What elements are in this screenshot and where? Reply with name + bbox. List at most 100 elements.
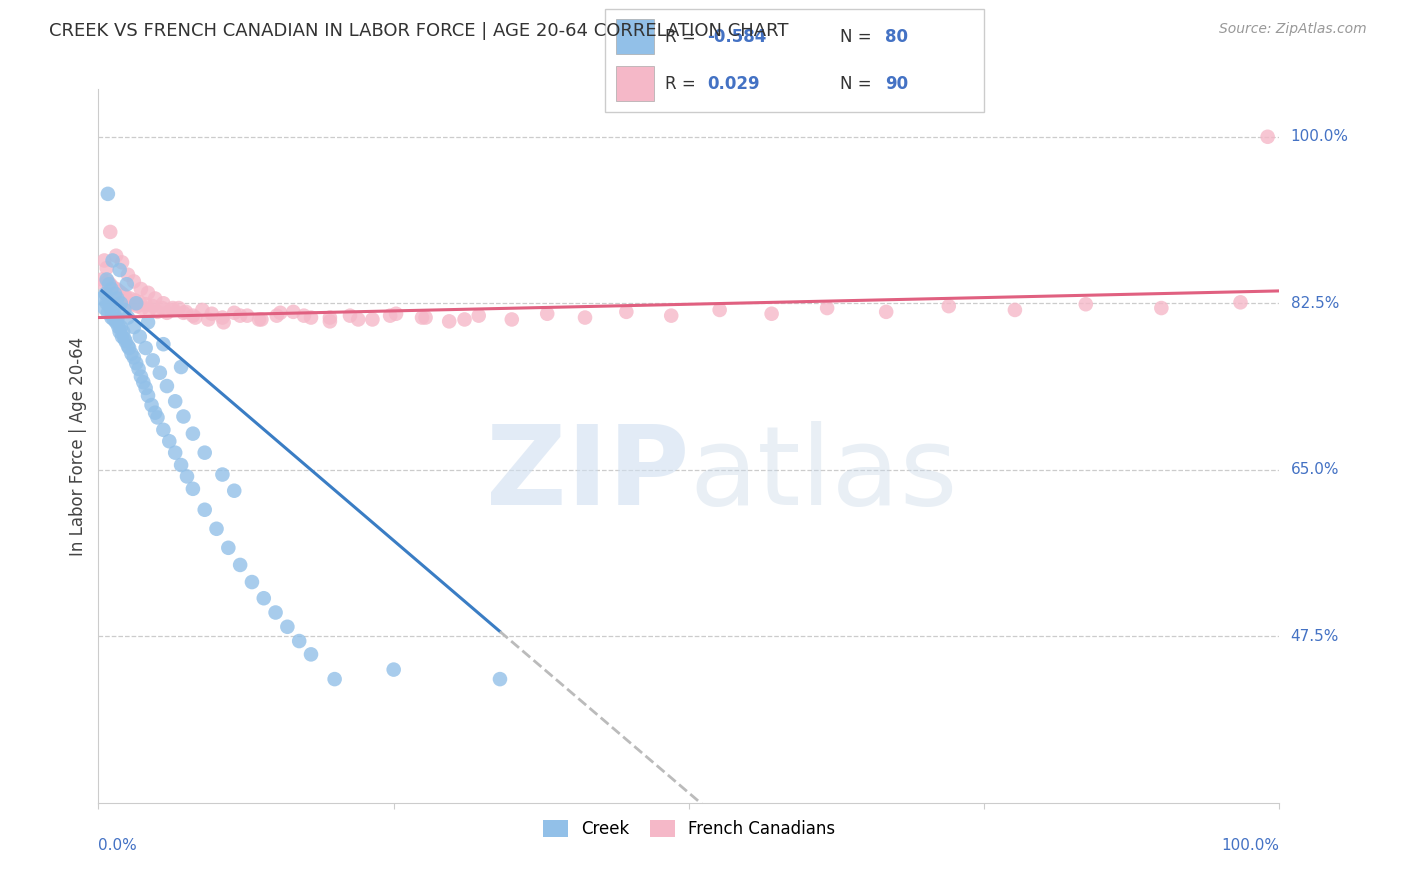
Point: [103, 312, 125, 326]
Point: [240, 575, 263, 590]
Point: [135, 341, 157, 355]
Point: [125, 296, 148, 310]
Point: [299, 310, 322, 325]
Point: [181, 309, 204, 323]
Point: [96, 261, 118, 276]
Text: R =: R =: [665, 75, 702, 93]
Point: [319, 314, 342, 328]
Point: [150, 301, 173, 315]
Point: [149, 366, 172, 380]
Point: [165, 394, 187, 409]
Point: [97, 186, 120, 201]
Point: [165, 445, 187, 459]
Point: [127, 299, 149, 313]
Point: [247, 312, 270, 326]
Point: [152, 423, 174, 437]
Point: [489, 672, 512, 686]
Text: 80: 80: [886, 28, 908, 45]
Text: 47.5%: 47.5%: [1291, 629, 1339, 644]
Point: [614, 305, 637, 319]
Point: [385, 307, 408, 321]
Point: [181, 426, 204, 441]
Point: [136, 315, 159, 329]
Point: [124, 293, 146, 308]
Point: [98, 296, 121, 310]
Point: [156, 379, 179, 393]
Point: [122, 274, 145, 288]
Text: 65.0%: 65.0%: [1291, 462, 1339, 477]
Point: [117, 295, 139, 310]
Point: [110, 320, 132, 334]
Point: [415, 310, 437, 325]
Point: [107, 284, 129, 298]
Point: [211, 467, 233, 482]
Point: [100, 282, 122, 296]
Point: [94, 286, 117, 301]
Point: [128, 295, 150, 310]
Point: [105, 282, 128, 296]
Point: [467, 309, 489, 323]
Point: [111, 255, 134, 269]
Point: [152, 337, 174, 351]
Point: [283, 305, 305, 319]
FancyBboxPatch shape: [605, 9, 984, 112]
Point: [250, 312, 273, 326]
Point: [132, 376, 155, 390]
Point: [143, 292, 166, 306]
Point: [875, 305, 897, 319]
Point: [105, 286, 128, 301]
Point: [112, 331, 135, 345]
Point: [172, 306, 194, 320]
Point: [1257, 129, 1279, 144]
Point: [108, 263, 131, 277]
Point: [217, 541, 239, 555]
Point: [117, 339, 139, 353]
Point: [93, 301, 115, 315]
Point: [143, 406, 166, 420]
Point: [288, 634, 311, 648]
Point: [112, 287, 135, 301]
Point: [111, 329, 134, 343]
Point: [152, 296, 174, 310]
Point: [104, 286, 127, 301]
Point: [536, 307, 558, 321]
Point: [229, 309, 252, 323]
Point: [112, 293, 135, 308]
Point: [361, 312, 384, 326]
Point: [501, 312, 523, 326]
Point: [378, 309, 401, 323]
Point: [157, 434, 180, 449]
Point: [299, 648, 322, 662]
Point: [170, 359, 193, 374]
Point: [236, 309, 259, 323]
Point: [114, 290, 136, 304]
Point: [211, 310, 233, 325]
Text: -0.584: -0.584: [707, 28, 766, 45]
Point: [93, 277, 115, 292]
Point: [108, 290, 131, 304]
Point: [108, 325, 131, 339]
Point: [110, 296, 132, 310]
Point: [229, 558, 252, 572]
Text: 0.0%: 0.0%: [98, 838, 138, 854]
Y-axis label: In Labor Force | Age 20-64: In Labor Force | Age 20-64: [69, 336, 87, 556]
Point: [122, 351, 145, 365]
Point: [264, 606, 287, 620]
Point: [201, 307, 224, 321]
Point: [1229, 295, 1251, 310]
Point: [146, 410, 169, 425]
Point: [111, 292, 134, 306]
Point: [115, 277, 138, 292]
Point: [105, 249, 128, 263]
Point: [98, 277, 121, 292]
Point: [125, 356, 148, 370]
Point: [97, 274, 120, 288]
Point: [105, 312, 128, 326]
Point: [105, 315, 128, 329]
Point: [197, 312, 219, 326]
Point: [136, 388, 159, 402]
Point: [453, 312, 475, 326]
Point: [129, 369, 152, 384]
Point: [120, 292, 142, 306]
Text: CREEK VS FRENCH CANADIAN IN LABOR FORCE | AGE 20-64 CORRELATION CHART: CREEK VS FRENCH CANADIAN IN LABOR FORCE …: [49, 22, 789, 40]
